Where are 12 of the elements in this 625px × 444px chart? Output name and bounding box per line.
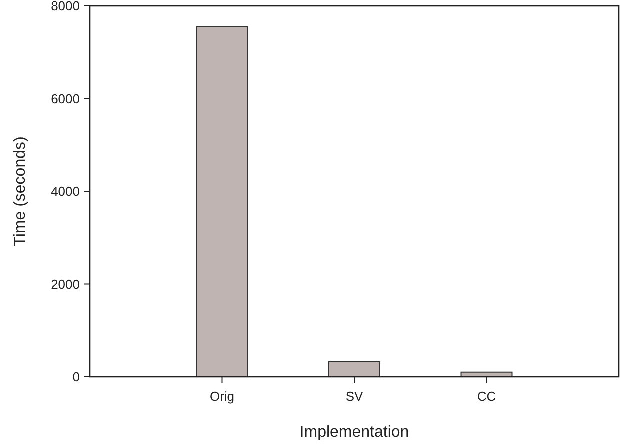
- x-tick-label: CC: [477, 389, 496, 404]
- y-axis-title: Time (seconds): [12, 136, 29, 246]
- bar: [196, 26, 248, 378]
- y-tick-label: 2000: [51, 276, 80, 292]
- y-tick-label: 6000: [51, 91, 80, 106]
- y-tick-label: 4000: [51, 184, 80, 200]
- bar: [328, 361, 380, 378]
- x-tick-label: Orig: [210, 389, 235, 404]
- y-tick-label: 8000: [51, 0, 80, 14]
- x-tick-label: SV: [346, 389, 364, 404]
- y-tick-label: 0: [72, 370, 80, 385]
- x-axis-title: Implementation: [300, 424, 410, 441]
